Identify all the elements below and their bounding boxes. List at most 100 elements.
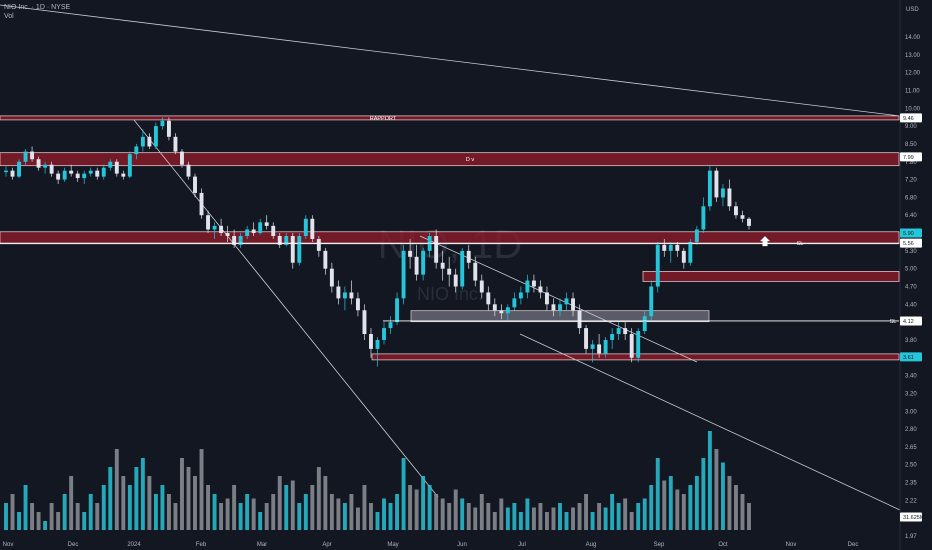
volume-bar (551, 507, 556, 530)
candle-body (623, 328, 628, 335)
candle-body (121, 173, 126, 177)
volume-bar (232, 485, 237, 530)
y-tick-label: 14.00 (905, 35, 921, 41)
y-tick-label: 9.00 (905, 124, 917, 130)
candle-body (610, 334, 615, 340)
watermark: NIO, 1D NIO Inc. (378, 223, 522, 304)
x-tick-label: Feb (196, 542, 207, 548)
candle-body (134, 146, 139, 155)
trend-line[interactable] (0, 4, 901, 117)
volume-bar (147, 476, 152, 530)
price-tag-value: 4.12 (903, 319, 914, 325)
volume-bar (701, 458, 706, 530)
trend-line[interactable] (419, 235, 698, 363)
y-tick-label: 3.40 (905, 374, 917, 380)
candle-body (518, 292, 523, 299)
volume-bar (720, 462, 725, 530)
candle-body (564, 298, 569, 305)
price-tag (900, 228, 922, 238)
volume-bar (427, 485, 432, 530)
candle-body (395, 298, 400, 323)
candle-body (479, 280, 484, 293)
candle-body (251, 229, 256, 234)
volume-bar (401, 458, 406, 530)
volume-bar (342, 503, 347, 530)
zone-rect[interactable] (371, 353, 900, 361)
trend-line[interactable] (519, 333, 901, 511)
symbol-line: NIO Inc. · 1D · NYSE (4, 4, 71, 11)
candle-body (30, 151, 35, 160)
zone-rect[interactable] (0, 115, 900, 121)
volume-bar (421, 476, 426, 530)
volume-bar (127, 485, 132, 530)
volume-bar (388, 503, 393, 530)
y-tick-label: 7.80 (905, 160, 917, 166)
y-tick-label: 1.97 (905, 534, 917, 540)
candle-body (414, 256, 419, 275)
zone-rect[interactable] (642, 271, 900, 282)
volume-bar (336, 498, 341, 530)
candle-body (271, 225, 276, 237)
price-tag (900, 238, 922, 248)
candle-body (153, 126, 158, 147)
volume-bar (199, 449, 204, 530)
volume-bar (290, 480, 295, 530)
volume-bar (382, 498, 386, 530)
candle-body (707, 170, 712, 207)
volume-bar (434, 494, 439, 530)
candle-body (95, 170, 100, 177)
candle-body (369, 334, 373, 349)
y-tick-label: 3.00 (905, 409, 917, 415)
x-tick-label: Jun (457, 542, 467, 548)
volume-bar (108, 467, 113, 530)
candle-body (421, 250, 426, 275)
price-tag-value: 5.56 (903, 241, 914, 247)
candle-body (401, 250, 406, 299)
volume-bar (323, 476, 328, 530)
volume-bar (88, 494, 93, 530)
y-tick-label: 11.00 (905, 88, 920, 94)
volume-bar (512, 503, 517, 530)
candle-body (310, 218, 315, 239)
volume-bar (727, 476, 732, 530)
candle-body (668, 244, 673, 251)
volume-bar (714, 449, 719, 530)
volume-bar (101, 485, 106, 530)
volume-bar (362, 485, 367, 530)
volume-bar (531, 507, 536, 530)
volume-bar (258, 512, 263, 530)
volume-bar (447, 503, 452, 530)
candle-body (49, 164, 54, 174)
price-tag (900, 316, 922, 326)
volume-bar (473, 507, 478, 530)
volume-bar (734, 485, 738, 530)
price-tag-value: 3.61 (903, 355, 914, 361)
price-tag-value: 5.90 (903, 231, 914, 237)
candle-body (675, 244, 680, 251)
x-tick-label: Nov (3, 542, 14, 548)
volume-bar (355, 507, 360, 530)
volume-bar (264, 503, 269, 530)
candle-body (512, 298, 517, 308)
zone-rect[interactable] (0, 152, 900, 167)
x-tick-label: Dec (68, 542, 79, 548)
y-tick-label: 4.40 (905, 302, 917, 308)
zone-rect[interactable] (0, 231, 900, 245)
candle-body (681, 250, 686, 263)
candle-body (499, 310, 504, 314)
x-tick-label: Mar (257, 542, 267, 548)
candle-body (277, 236, 282, 245)
volume-bar (186, 467, 191, 530)
volume-bar (219, 503, 224, 530)
trend-line[interactable] (133, 119, 439, 498)
volume-bar (545, 512, 549, 530)
candle-body (492, 304, 497, 311)
candle-body (56, 173, 61, 180)
candle-body (453, 274, 458, 287)
time-axis[interactable]: Nov Dec 2024 Feb Mar Apr May Jun Jul Aug Sep Oct Nov… (3, 542, 859, 548)
y-tick-label: 7.20 (905, 178, 917, 184)
candle-layer (4, 117, 751, 367)
volume-bar (95, 503, 100, 530)
candle-body (447, 268, 452, 275)
